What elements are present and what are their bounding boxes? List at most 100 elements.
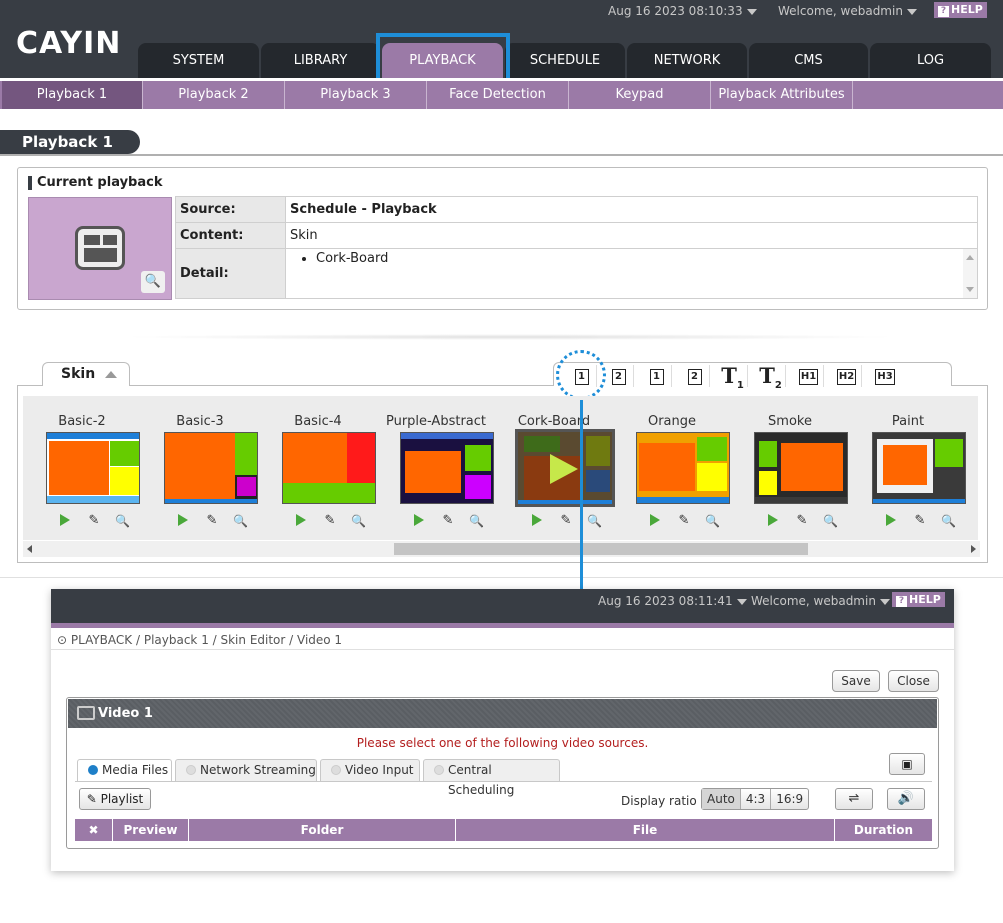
skin-item-smoke[interactable]: Smoke ✎ 🔍 [731,396,849,536]
editor-header: Aug 16 2023 08:11:41 Welcome, webadmin ?… [51,589,954,623]
pencil-icon: ✎ [86,792,101,806]
subtab-face-detection[interactable]: Face Detection [427,81,569,109]
play-icon[interactable] [296,514,310,528]
edit-icon[interactable]: ✎ [796,513,808,528]
skin-preview[interactable] [282,432,376,504]
preview-icon[interactable]: 🔍 [233,514,248,528]
skin-preview[interactable] [754,432,848,504]
nav-tab-system[interactable]: SYSTEM [138,43,259,78]
close-button[interactable]: Close [888,670,939,692]
play-icon[interactable] [886,514,900,528]
breadcrumb: ⊙ PLAYBACK / Playback 1 / Skin Editor / … [57,633,343,647]
subtab-playback-attributes[interactable]: Playback Attributes [711,81,853,109]
editor-user-menu[interactable]: Welcome, webadmin [751,594,890,608]
playlist-button[interactable]: ✎ Playlist [79,788,151,810]
ratio-16-9-button[interactable]: 16:9 [776,792,804,806]
skin-item-paint[interactable]: Paint ✎ 🔍 [849,396,967,536]
editor-help-button[interactable]: ? HELP [892,592,945,607]
subtab-playback-3[interactable]: Playback 3 [285,81,427,109]
tab-network-streaming[interactable]: Network Streaming [175,759,317,781]
skin-preview[interactable] [872,432,966,504]
save-button[interactable]: Save [832,670,880,692]
tab-divider [75,781,932,782]
skin-preview[interactable] [400,432,494,504]
edit-icon[interactable]: ✎ [560,513,572,528]
subtab-keypad[interactable]: Keypad [569,81,711,109]
fullscreen-fit-button[interactable]: ▣ [889,753,925,775]
skin-tab[interactable]: Skin [42,362,130,386]
preview-icon[interactable]: 🔍 [469,514,484,528]
help-button[interactable]: ? HELP [934,2,987,18]
play-icon[interactable] [178,514,192,528]
nav-tab-schedule[interactable]: SCHEDULE [505,43,625,78]
current-playback-thumbnail: 🔍 [28,197,172,300]
preview-icon[interactable]: 🔍 [705,514,720,528]
nav-tab-log[interactable]: LOG [870,43,991,78]
zoom-icon[interactable]: 🔍 [141,271,165,293]
preview-icon[interactable]: 🔍 [823,514,838,528]
nav-tab-library[interactable]: LIBRARY [261,43,380,78]
detail-scrollbar[interactable] [963,249,977,298]
skin-item-basic-3[interactable]: Basic-3 ✎ 🔍 [141,396,259,536]
scroll-right-icon[interactable] [971,545,976,553]
edit-icon[interactable]: ✎ [442,513,454,528]
preview-icon[interactable]: 🔍 [115,514,130,528]
subtab-playback-2[interactable]: Playback 2 [143,81,285,109]
edit-icon[interactable]: ✎ [88,513,100,528]
skin-editor-window: Aug 16 2023 08:11:41 Welcome, webadmin ?… [51,589,954,871]
skin-preview[interactable] [515,429,615,507]
clear-all-icon[interactable]: ✖ [75,819,113,841]
detail-list: Cork-Board [290,249,973,266]
preview-icon[interactable]: 🔍 [587,514,602,528]
text-2-icon[interactable]: T2 [756,365,786,391]
scroll-left-icon[interactable] [27,545,32,553]
datetime-dropdown[interactable]: Aug 16 2023 08:10:33 [608,4,757,18]
preview-icon[interactable]: 🔍 [351,514,366,528]
user-menu[interactable]: Welcome, webadmin [778,4,917,18]
play-icon[interactable] [414,514,428,528]
gallery-scrollbar[interactable] [23,541,980,557]
edit-icon[interactable]: ✎ [324,513,336,528]
nav-tab-playback[interactable]: PLAYBACK [382,43,503,78]
skin-actions: ✎ 🔍 [53,514,133,528]
ratio-4-3-button[interactable]: 4:3 [741,789,772,809]
video-2-icon[interactable]: 2 [604,365,634,387]
edit-icon[interactable]: ✎ [678,513,690,528]
skin-item-orange[interactable]: Orange ✎ 🔍 [613,396,731,536]
html-2-icon[interactable]: H2 [832,365,862,387]
editor-datetime-dropdown[interactable]: Aug 16 2023 08:11:41 [598,594,747,608]
skin-preview[interactable] [636,432,730,504]
play-icon[interactable] [650,514,664,528]
tab-media-files[interactable]: Media Files [77,759,172,782]
play-icon[interactable] [532,514,546,528]
ratio-auto-button[interactable]: Auto [702,789,741,809]
shuffle-button[interactable]: ⇌ [835,788,873,810]
tab-central-scheduling[interactable]: Central Scheduling [423,759,560,797]
subtab-playback-1[interactable]: Playback 1 [2,81,143,109]
edit-icon[interactable]: ✎ [914,513,926,528]
preview-icon[interactable]: 🔍 [941,514,956,528]
nav-tab-network[interactable]: NETWORK [627,43,747,78]
play-icon[interactable] [60,514,74,528]
source-value: Schedule - Playback [285,196,978,223]
html-1-icon[interactable]: H1 [794,365,824,387]
skin-item-cork-board[interactable]: Cork-Board ✎ 🔍 [495,396,615,536]
volume-button[interactable]: 🔊 [887,788,925,810]
image-1-icon[interactable]: 1 [642,365,672,387]
skin-item-basic-2[interactable]: Basic-2 ✎ 🔍 [23,396,141,536]
nav-tab-cms[interactable]: CMS [749,43,868,78]
text-1-icon[interactable]: T1 [718,365,748,391]
scrollbar-thumb[interactable] [394,543,808,555]
skin-item-purple-abstract[interactable]: Purple-Abstract ✎ 🔍 [377,396,495,536]
play-icon[interactable] [768,514,782,528]
chevron-up-icon [105,370,118,378]
skin-preview[interactable] [46,432,140,504]
skin-preview[interactable] [164,432,258,504]
tab-video-input[interactable]: Video Input [320,759,420,781]
skin-name: Basic-3 [176,414,224,429]
html-3-icon[interactable]: H3 [870,365,900,387]
skin-item-basic-4[interactable]: Basic-4 ✎ 🔍 [259,396,377,536]
source-label: Source: [175,196,286,223]
edit-icon[interactable]: ✎ [206,513,218,528]
image-2-icon[interactable]: 2 [680,365,710,387]
